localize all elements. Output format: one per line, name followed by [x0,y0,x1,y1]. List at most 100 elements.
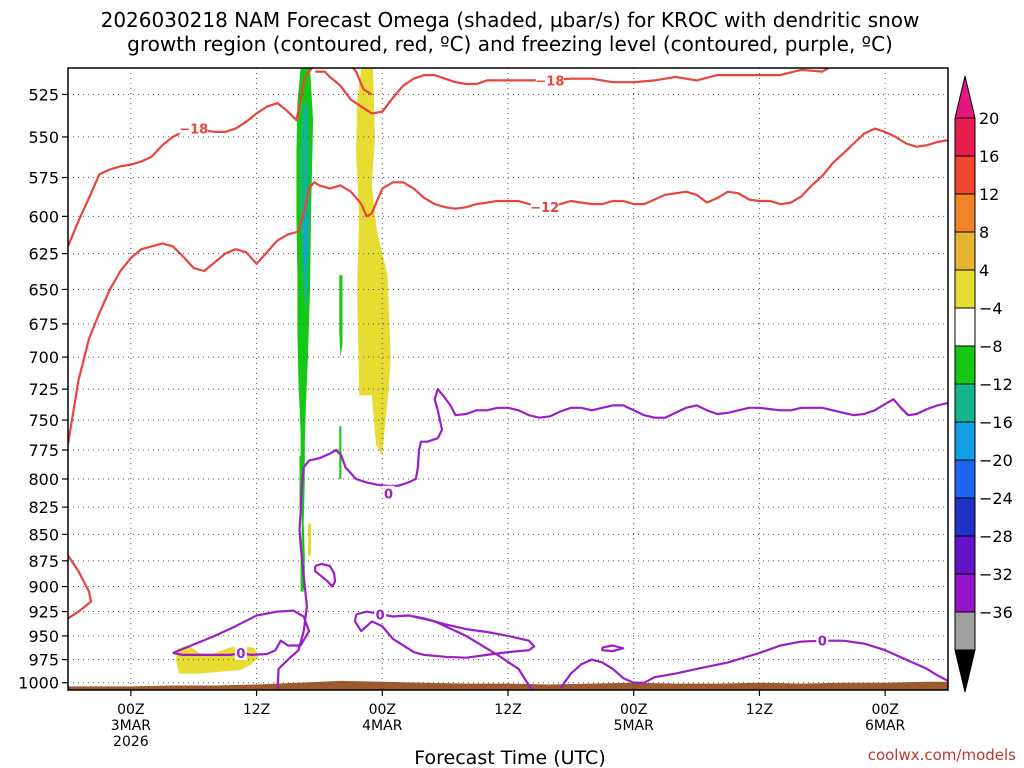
colorbar-label: 16 [979,147,999,166]
dendritic-contour-line [315,68,830,115]
y-axis-ticks: 525 550 575 600 625 650 675 700 725 750 775 800 825 8… [18,85,68,693]
omega-shading [175,68,391,674]
freezing-contour-label-bg [816,632,829,648]
freezing-contour-label: 0 [376,609,385,624]
colorbar-swatch [954,421,976,461]
y-tick-label: 825 [28,498,59,517]
freezing-contour-line [314,562,337,588]
chart-title-line: 2026030218 NAM Forecast Omega (shaded, µ… [101,8,920,32]
freezing-contour-line [172,609,311,657]
freezing-contour-line [413,615,534,690]
dendritic-contour-label-bg [535,72,564,88]
grid [68,68,948,690]
freezing-contours [172,388,948,690]
colorbar-swatch [954,231,976,271]
x-axis-label: Forecast Time (UTC) [414,747,605,768]
y-tick-label: 975 [28,651,59,670]
omega-region [303,201,307,276]
y-tick-label: 600 [28,207,59,226]
chart-title: 2026030218 NAM Forecast Omega (shaded, µ… [101,8,920,56]
freezing-contour-label: 0 [384,488,393,503]
freezing-contour-label-bg [382,485,395,501]
y-tick-label: 1000 [18,674,59,693]
omega-region [356,68,391,456]
omega-region [339,275,343,358]
y-tick-label: 950 [28,627,59,646]
colorbar-label: −12 [979,375,1013,394]
colorbar-label: −36 [979,603,1013,622]
x-tick-label: 5MAR [614,718,655,734]
y-tick-label: 875 [28,552,59,571]
x-tick-label: 00Z [369,702,396,718]
colorbar-swatch [954,155,976,195]
x-tick-label: 00Z [117,702,144,718]
y-tick-label: 750 [28,411,59,430]
colorbar-label: 4 [979,261,989,280]
freezing-contour-line [353,610,536,659]
freezing-contour-label: 0 [236,647,245,662]
x-tick-label: 12Z [243,702,270,718]
colorbar-swatch [954,345,976,385]
dendritic-contour-label: −18 [179,123,208,138]
colorbar-label: −16 [979,413,1013,432]
colorbar-label: 8 [979,223,989,242]
y-tick-label: 575 [28,169,59,188]
dendritic-contour-line [68,554,93,620]
freezing-contour-label-bg [374,606,387,622]
x-tick-label: 4MAR [362,718,403,734]
x-tick-label: 00Z [620,702,647,718]
dendritic-contour-label: −18 [535,74,564,89]
y-tick-label: 700 [28,348,59,367]
omega-region [339,426,342,479]
x-tick-label: 12Z [746,702,773,718]
y-tick-label: 675 [28,315,59,334]
colorbar-swatch [954,611,976,651]
chart-title-line: growth region (contoured, red, ºC) and f… [127,32,893,56]
colorbar-swatch [954,535,976,575]
dendritic-contour-line [352,68,373,96]
colorbar-label: −28 [979,527,1013,546]
colorbar-swatch [954,383,976,423]
freezing-contour-label: 0 [818,635,827,650]
colorbar-label: −20 [979,451,1013,470]
colorbar-top-arrow [954,75,976,119]
colorbar-swatch [954,459,976,499]
colorbar-label: 12 [979,185,999,204]
colorbar-swatch [954,497,976,537]
colorbar-swatch [954,307,976,347]
freezing-contour-label-bg [234,645,247,661]
y-tick-label: 725 [28,380,59,399]
dendritic-contour-line [68,127,948,445]
y-tick-label: 650 [28,280,59,299]
colorbar-label: −24 [979,489,1013,508]
colorbar-swatch [954,193,976,233]
x-tick-label: 6MAR [865,718,906,734]
colorbar-label: −4 [979,299,1003,318]
colorbar-bottom-arrow [954,649,976,693]
dendritic-contour-label-bg [179,120,208,136]
colorbar-label: 20 [979,109,999,128]
colorbar-swatch [954,573,976,613]
dendritic-contour-label: −12 [530,201,559,216]
x-tick-label: 2026 [113,734,149,750]
colorbar-label: −8 [979,337,1003,356]
omega-region [307,523,311,556]
y-tick-label: 550 [28,128,59,147]
credit-text: coolwx.com/models [868,746,1016,764]
y-tick-label: 800 [28,470,59,489]
colorbar-swatch [954,269,976,309]
x-tick-label: 3MAR [111,718,152,734]
x-tick-label: 12Z [494,702,521,718]
dendritic-contour-line [68,68,313,247]
colorbar-label: −32 [979,565,1013,584]
freezing-contour-line [276,388,948,690]
y-tick-label: 775 [28,441,59,460]
y-tick-label: 525 [28,85,59,104]
y-tick-label: 850 [28,525,59,544]
colorbar: 20 16 12 8 4 −4 −8 −12 −16 −20 −24 −28 −32 −36 [954,75,1013,693]
y-tick-label: 925 [28,603,59,622]
y-tick-label: 900 [28,578,59,597]
colorbar-swatch [954,117,976,157]
